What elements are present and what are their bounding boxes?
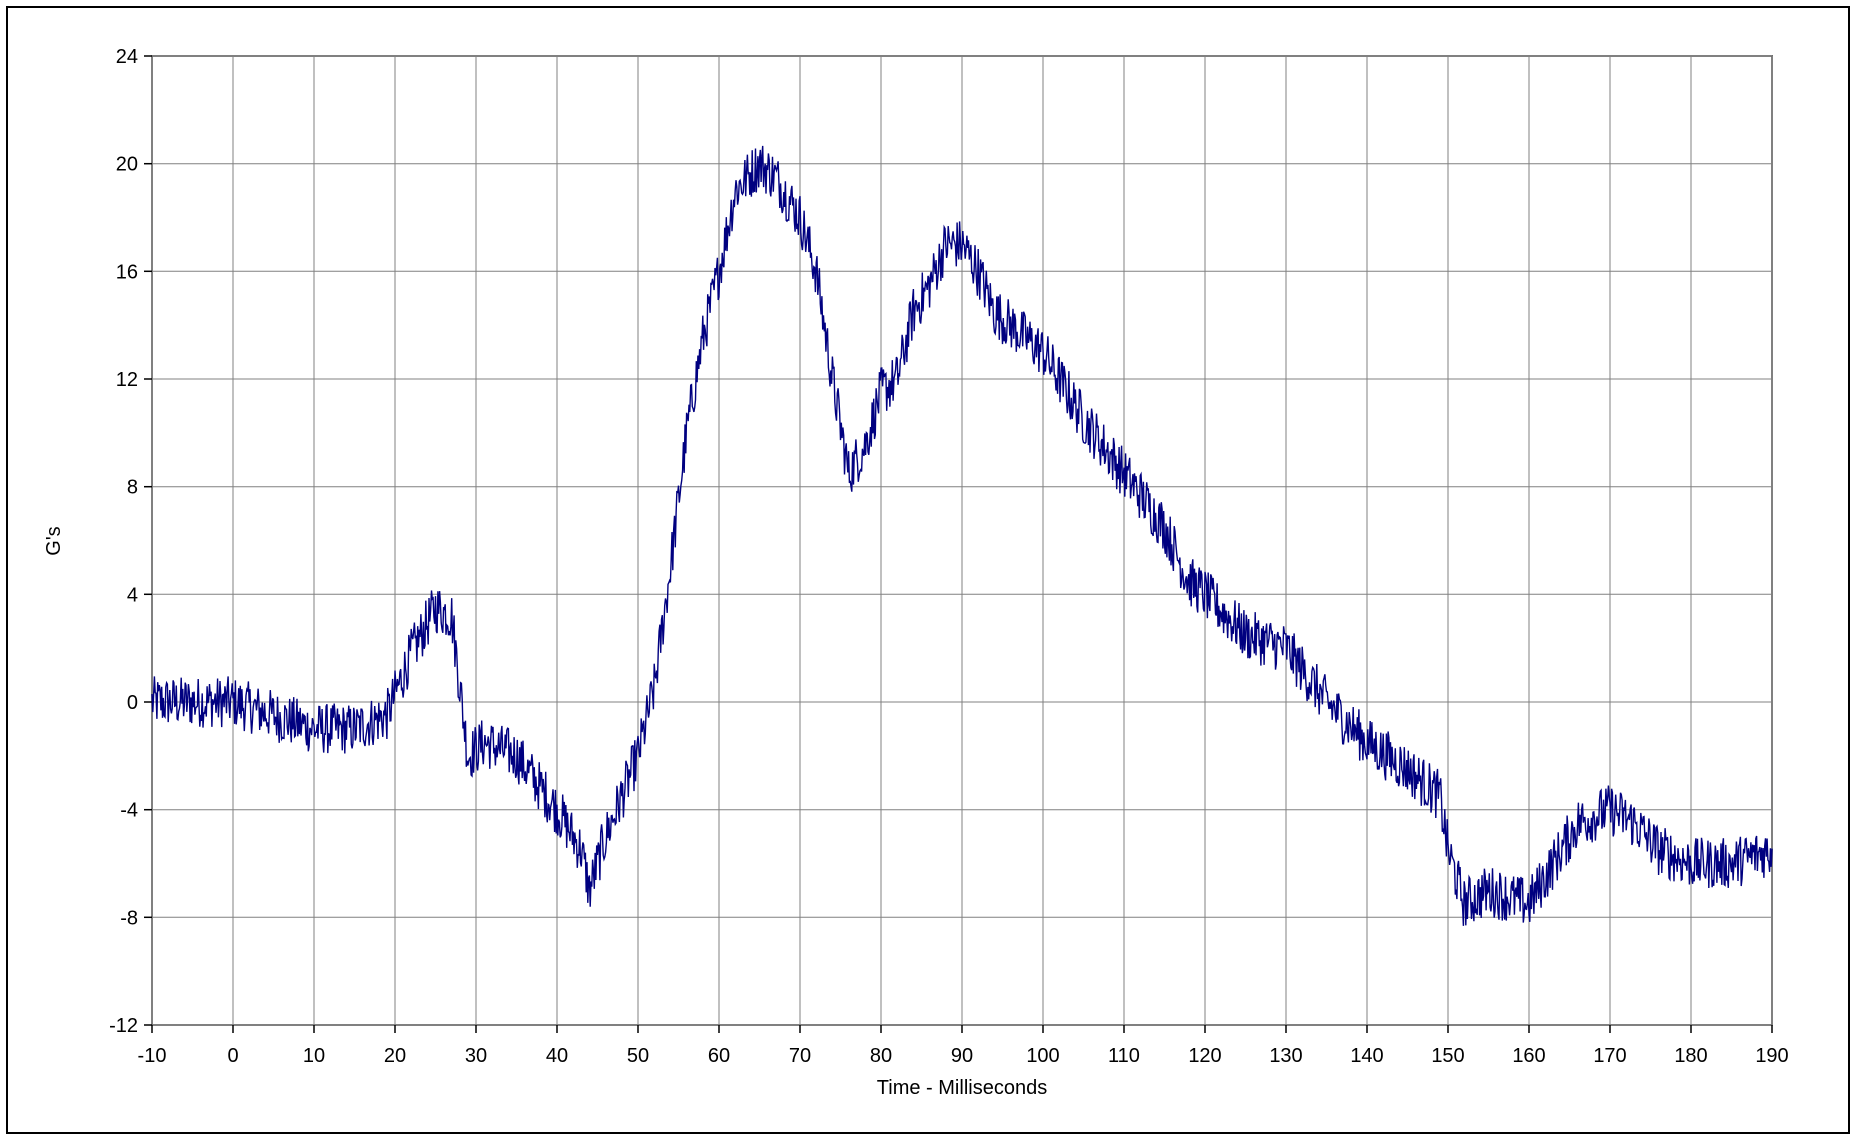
x-tick-label: 140 [1350,1045,1383,1067]
y-tick-labels: -12 -8 -4 0 4 8 12 16 20 24 [109,46,138,1037]
x-tick-label: 190 [1755,1045,1788,1067]
y-tick-label: 20 [116,154,138,176]
x-tick-label: 180 [1674,1045,1707,1067]
x-tick-label: -10 [138,1045,167,1067]
x-tick-label: 160 [1512,1045,1545,1067]
y-tick-label: -4 [120,800,138,822]
x-tick-label: 70 [789,1045,811,1067]
line-chart: -10 0 10 20 30 40 50 60 70 80 90 100 110 120 130 140 150… [43,46,1789,1099]
chart-frame: -10 0 10 20 30 40 50 60 70 80 90 100 110 120 130 140 150… [6,6,1850,1134]
x-tick-label: 50 [627,1045,649,1067]
x-tick-label: 20 [384,1045,406,1067]
x-tick-label: 110 [1108,1045,1140,1067]
y-tick-label: 4 [127,584,138,606]
x-tick-label: 170 [1593,1045,1626,1067]
y-tick-label: -12 [109,1015,138,1037]
x-tick-label: 120 [1188,1045,1221,1067]
grid-lines [151,55,1773,1026]
y-tick-label: 16 [116,261,138,283]
x-tick-label: 100 [1026,1045,1059,1067]
y-axis-label: G's [43,526,65,555]
x-tick-label: 0 [227,1045,238,1067]
x-tick-label: 10 [303,1045,325,1067]
y-tick-label: -8 [120,907,138,929]
series-line [151,145,1773,926]
y-tick-label: 12 [116,369,138,391]
axis-ticks [144,55,1773,1033]
x-tick-label: 60 [708,1045,730,1067]
y-tick-label: 0 [127,692,138,714]
y-tick-label: 8 [127,477,138,499]
x-tick-labels: -10 0 10 20 30 40 50 60 70 80 90 100 110 120 130 140 150… [138,1045,1789,1067]
x-axis-label: Time - Milliseconds [877,1077,1047,1099]
x-tick-label: 150 [1431,1045,1464,1067]
x-tick-label: 40 [546,1045,568,1067]
x-tick-label: 30 [465,1045,487,1067]
x-tick-label: 90 [951,1045,973,1067]
x-tick-label: 130 [1269,1045,1302,1067]
x-tick-label: 80 [870,1045,892,1067]
y-tick-label: 24 [116,46,138,68]
